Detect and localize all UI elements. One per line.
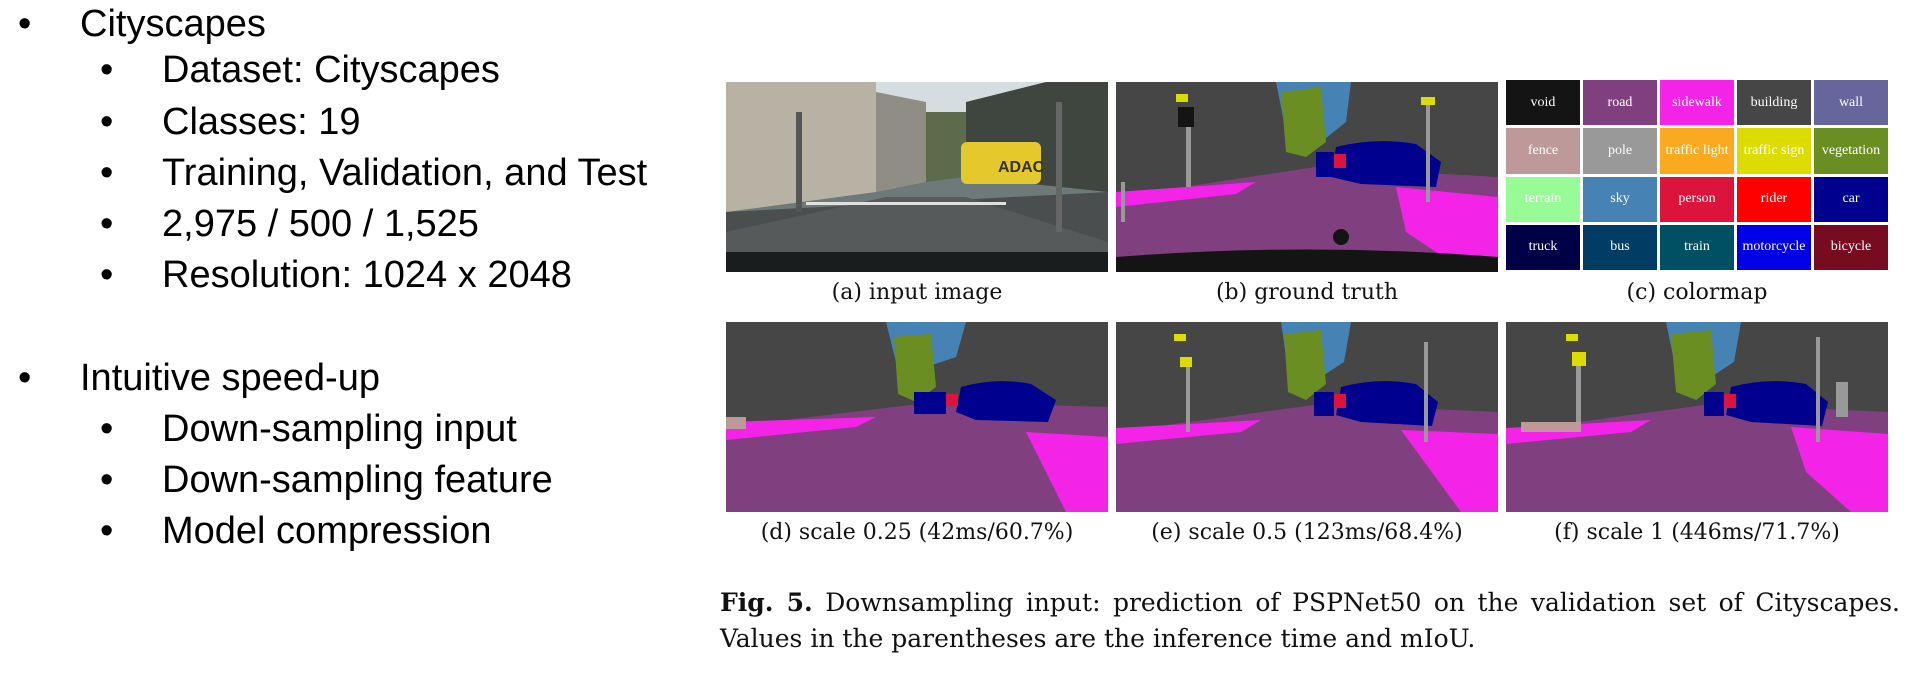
- colormap-cell-traffic-light: traffic light: [1660, 128, 1734, 174]
- figure-label: Fig. 5.: [720, 588, 813, 617]
- segmentation-pred-e: [1116, 322, 1498, 512]
- colormap-cell-bicycle: bicycle: [1814, 224, 1888, 270]
- sub-bullet-text: Down-sampling input: [162, 408, 517, 450]
- segmentation-gt: [1116, 82, 1498, 272]
- colormap-cell-vegetation: vegetation: [1814, 128, 1888, 174]
- colormap-cell-terrain: terrain: [1506, 176, 1580, 222]
- colormap-cell-building: building: [1737, 80, 1811, 126]
- input-image: ADAC: [726, 82, 1108, 272]
- sub-bullet-text: Down-sampling feature: [162, 459, 553, 501]
- prediction-scale-0-25: [726, 322, 1108, 512]
- bullet-list: • Cityscapes • Dataset: Cityscapes • Cla…: [18, 3, 648, 552]
- caption-e: (e) scale 0.5 (123ms/68.4%): [1151, 520, 1463, 545]
- sub-bullet-text: Resolution: 1024 x 2048: [162, 254, 572, 296]
- colormap-cell-bus: bus: [1583, 224, 1657, 270]
- segmentation-pred-f: [1506, 322, 1888, 512]
- segmentation-pred-d: [726, 322, 1108, 512]
- colormap-cell-sidewalk: sidewalk: [1660, 80, 1734, 126]
- street-photo: ADAC: [726, 82, 1108, 272]
- colormap-cell-traffic-sign: traffic sign: [1737, 128, 1811, 174]
- bullet-text: Intuitive speed-up: [80, 357, 380, 399]
- colormap-cell-road: road: [1583, 80, 1657, 126]
- prediction-scale-0-5: [1116, 322, 1498, 512]
- colormap-cell-pole: pole: [1583, 128, 1657, 174]
- colormap-cell-wall: wall: [1814, 80, 1888, 126]
- colormap-cell-person: person: [1660, 176, 1734, 222]
- caption-c: (c) colormap: [1626, 280, 1768, 305]
- ground-truth-map: [1116, 82, 1498, 272]
- figure-caption: Fig. 5. Downsampling input: prediction o…: [720, 585, 1900, 657]
- colormap-cell-car: car: [1814, 176, 1888, 222]
- colormap-cell-motorcycle: motorcycle: [1737, 224, 1811, 270]
- sub-bullet-text: Classes: 19: [162, 101, 361, 143]
- figure-caption-text: Downsampling input: prediction of PSPNet…: [720, 588, 1900, 653]
- prediction-scale-1: [1506, 322, 1888, 512]
- sign-text: ADAC: [998, 159, 1045, 176]
- bullet-text: Cityscapes: [80, 3, 266, 45]
- caption-f: (f) scale 1 (446ms/71.7%): [1554, 520, 1840, 545]
- colormap-cell-fence: fence: [1506, 128, 1580, 174]
- sub-bullet-text: Model compression: [162, 510, 492, 552]
- colormap-cell-truck: truck: [1506, 224, 1580, 270]
- colormap-cell-sky: sky: [1583, 176, 1657, 222]
- caption-b: (b) ground truth: [1215, 280, 1399, 305]
- figure-5: ADAC (a) input image (b) gro: [720, 80, 1900, 678]
- caption-a: (a) input image: [831, 280, 1003, 305]
- colormap-grid: void road sidewalk building wall fence pole tra…: [1506, 80, 1888, 270]
- sub-bullet-text: Dataset: Cityscapes: [162, 49, 500, 91]
- caption-d: (d) scale 0.25 (42ms/60.7%): [760, 520, 1074, 545]
- sub-bullet-text: 2,975 / 500 / 1,525: [162, 203, 479, 245]
- colormap-cell-rider: rider: [1737, 176, 1811, 222]
- colormap-cell-void: void: [1506, 80, 1580, 126]
- sub-bullet-text: Training, Validation, and Test: [162, 152, 648, 194]
- colormap-cell-train: train: [1660, 224, 1734, 270]
